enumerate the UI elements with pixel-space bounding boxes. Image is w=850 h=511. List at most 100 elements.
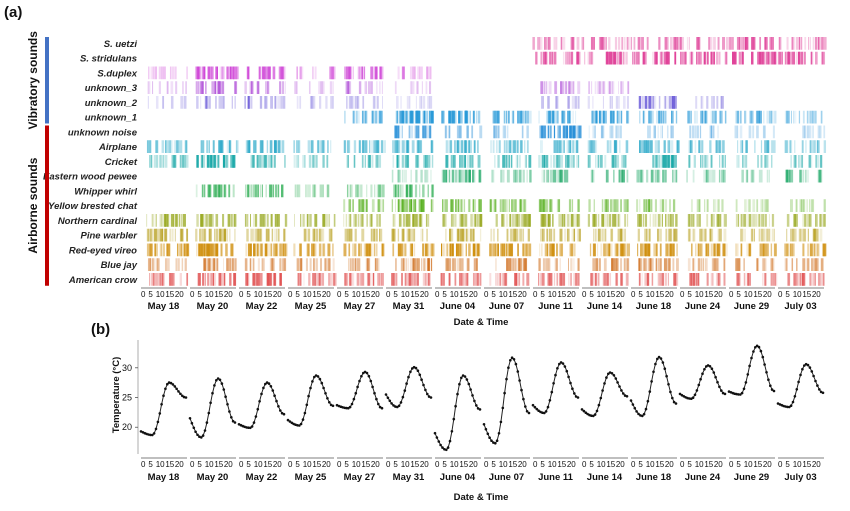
heatmap-cell — [230, 155, 234, 168]
heatmap-cell — [162, 155, 165, 168]
heatmap-cell — [445, 155, 448, 168]
heatmap-cell — [314, 66, 317, 80]
heatmap-cell — [284, 214, 287, 227]
heatmap-cell — [578, 228, 581, 242]
heatmap-cell — [475, 214, 477, 227]
heatmap-cell — [173, 155, 176, 168]
heatmap-cell — [620, 273, 623, 286]
temperature-point — [737, 393, 740, 396]
heatmap-cell — [470, 228, 471, 242]
temperature-point — [288, 420, 292, 423]
heatmap-cell — [510, 258, 514, 271]
heatmap-hour-tick: 10 — [646, 290, 655, 299]
heatmap-cell — [542, 199, 545, 212]
temperature-hour-tick: 0 — [288, 460, 293, 469]
heatmap-cell — [442, 199, 446, 212]
heatmap-cell — [676, 258, 679, 271]
heatmap-cell — [671, 110, 673, 124]
heatmap-cell — [426, 243, 430, 257]
heatmap-cell — [311, 140, 313, 153]
heatmap-cell — [521, 125, 524, 139]
heatmap-cell — [552, 155, 556, 168]
heatmap-cell — [801, 228, 805, 242]
temperature-point — [471, 394, 474, 397]
heatmap-cell — [200, 243, 203, 257]
heatmap-cell — [380, 273, 384, 286]
heatmap-cell — [322, 273, 325, 286]
heatmap-cell — [219, 140, 223, 153]
heatmap-cell — [590, 273, 591, 286]
heatmap-cell — [223, 184, 226, 198]
heatmap-cell — [231, 96, 233, 109]
heatmap-cell — [778, 37, 781, 50]
heatmap-cell — [570, 125, 574, 139]
heatmap-cell — [641, 273, 643, 286]
heatmap-cell — [198, 273, 201, 286]
temperature-date-label: May 27 — [344, 472, 376, 483]
heatmap-cell — [298, 273, 301, 286]
heatmap-cell — [381, 243, 383, 257]
heatmap-cell — [699, 37, 701, 50]
temperature-x-axis-title: Date & Time — [454, 492, 509, 503]
heatmap-cell — [690, 110, 692, 124]
heatmap-cell — [195, 66, 198, 80]
heatmap-cell — [716, 243, 718, 257]
heatmap-cell — [524, 110, 527, 124]
heatmap-cell — [540, 140, 543, 153]
heatmap-cell — [520, 110, 524, 124]
heatmap-cell — [713, 258, 717, 271]
heatmap-cell — [350, 258, 352, 271]
heatmap-cell — [666, 243, 668, 257]
heatmap-cell — [772, 214, 775, 227]
heatmap-cell — [696, 273, 699, 286]
heatmap-cell — [637, 228, 640, 242]
temperature-point — [629, 399, 633, 402]
heatmap-cell — [809, 140, 812, 153]
heatmap-cell — [761, 258, 765, 271]
heatmap-cell — [591, 81, 593, 94]
heatmap-cell — [518, 155, 521, 168]
heatmap-cell — [155, 214, 157, 227]
heatmap-cell — [709, 140, 712, 153]
temperature-point — [759, 349, 763, 353]
heatmap-cell — [561, 140, 564, 153]
heatmap-cell — [660, 125, 662, 139]
heatmap-cell — [160, 228, 163, 242]
heatmap-cell — [212, 258, 215, 271]
heatmap-hour-tick: 10 — [352, 290, 361, 299]
heatmap-cell — [615, 96, 618, 109]
heatmap-cell — [154, 273, 158, 286]
heatmap-cell — [545, 258, 548, 271]
heatmap-cell — [664, 169, 667, 183]
heatmap-cell — [503, 110, 505, 124]
temperature-point — [499, 420, 503, 424]
heatmap-cell — [261, 243, 264, 257]
heatmap-cell — [493, 199, 497, 212]
heatmap-cell — [357, 214, 360, 227]
heatmap-cell — [544, 169, 546, 183]
heatmap-cell — [251, 228, 254, 242]
heatmap-cell — [303, 214, 306, 227]
heatmap-cell — [570, 51, 573, 65]
temperature-point — [744, 381, 748, 384]
heatmap-cell — [620, 125, 622, 139]
heatmap-cell — [472, 155, 474, 168]
temperature-point — [720, 389, 723, 392]
heatmap-cell — [469, 169, 471, 183]
heatmap-hour-tick: 15 — [606, 290, 615, 299]
heatmap-cell — [256, 243, 260, 257]
heatmap-cell — [639, 140, 642, 153]
heatmap-cell — [149, 258, 151, 271]
temperature-hour-tick: 15 — [263, 460, 272, 469]
heatmap-cell — [245, 273, 248, 286]
heatmap-cell — [764, 51, 766, 65]
heatmap-cell — [185, 96, 187, 109]
heatmap-cell — [178, 140, 180, 153]
heatmap-cell — [280, 96, 282, 109]
heatmap-cell — [646, 140, 649, 153]
heatmap-cell — [415, 110, 419, 124]
heatmap-cell — [382, 199, 385, 212]
heatmap-cell — [544, 258, 547, 271]
heatmap-cell — [675, 228, 677, 242]
temperature-day-june-14 — [580, 371, 629, 418]
